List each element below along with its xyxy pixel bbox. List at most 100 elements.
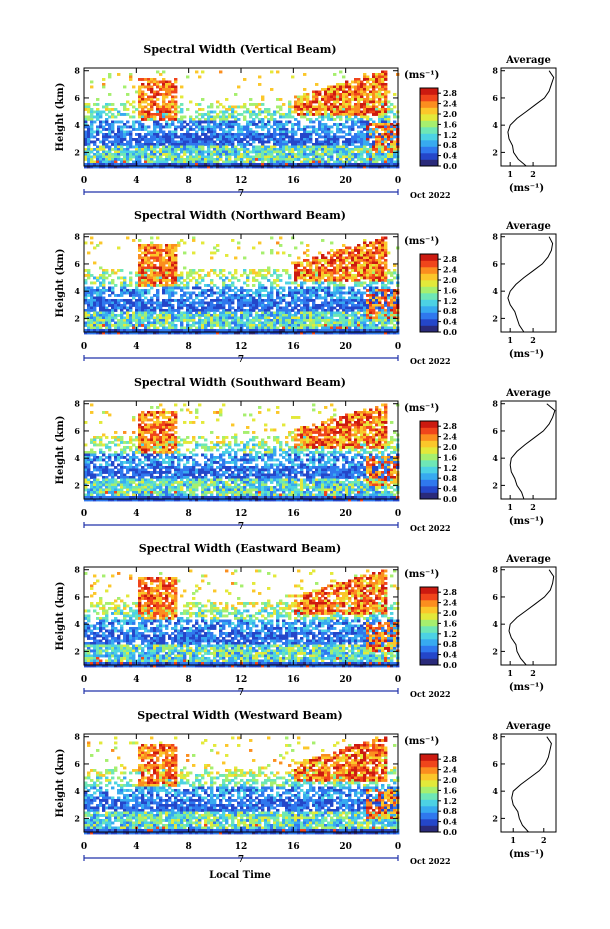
profile-frame [500,733,557,833]
colorbar-tick-label: 2.4 [443,598,457,608]
colorbar-frame [419,87,439,167]
x-tick-label: 4 [133,176,139,186]
colorbar-swatch [420,799,438,807]
y-axis-label: Height (km) [55,416,66,485]
profile-frame [500,400,557,500]
x-tick-label: 20 [339,176,352,186]
x-tick-label: 4 [133,675,139,685]
colorbar-tick-label: 2.8 [443,421,457,431]
colorbar-swatch [420,427,438,435]
colorbar-swatch [420,260,438,268]
colorbar-tick-label: 2.0 [443,608,457,618]
colorbar-swatch [420,645,438,653]
colorbar-swatch [420,153,438,160]
y-axis-label: Height (km) [55,749,66,818]
colorbar-unit: (ms⁻¹) [404,403,439,414]
profile-title: Average [505,388,551,399]
heatmap-cells [84,236,400,335]
profile-x-tick-label: 1 [507,169,513,179]
colorbar-swatch [420,312,438,320]
x-tick-label: 12 [235,509,248,519]
colorbar-swatch [420,626,438,633]
x-tick-label: 20 [339,509,352,519]
profile-x-tick-label: 2 [541,835,547,845]
colorbar-tick-label: 1.6 [443,119,457,129]
y-tick-label: 6 [74,759,80,769]
profile-x-label: (ms⁻¹) [509,183,544,194]
date-marker: 7 [238,189,244,199]
colorbar-swatch [420,133,438,141]
colorbar-tick-label: 0.8 [443,639,457,649]
colorbar-tick-label: 0.8 [443,140,457,150]
y-tick-label: 4 [74,786,80,796]
profile-x-tick-label: 1 [510,835,516,845]
x-tick-label: 16 [287,675,300,685]
chart-title: Spectral Width (Northward Beam) [134,209,346,222]
x-tick-label: 16 [287,176,300,186]
colorbar-tick-label: 0.0 [443,827,457,837]
colorbar-swatch [420,94,438,102]
profile-y-tick-label: 2 [492,147,498,157]
heatmap-cells [84,70,400,169]
y-tick-label: 4 [74,286,80,296]
colorbar-swatch [420,293,438,300]
colorbar-swatch [420,593,438,601]
colorbar-swatch [420,107,438,115]
colorbar-tick-label: 0.0 [443,660,457,670]
x-tick-label: 20 [339,675,352,685]
y-tick-label: 4 [74,120,80,130]
profile-x-tick-label: 1 [507,668,513,678]
colorbar-swatch [420,280,438,287]
y-tick-label: 8 [74,232,80,242]
y-tick-label: 8 [74,732,80,742]
colorbar-tick-label: 1.2 [443,130,457,140]
chart-title: Spectral Width (Eastward Beam) [139,542,341,555]
colorbar-swatch [420,466,438,474]
y-tick-label: 8 [74,565,80,575]
colorbar-tick-label: 2.8 [443,254,457,264]
colorbar-swatch [420,473,438,480]
profile-x-tick-label: 2 [530,668,536,678]
chart-title: Spectral Width (Vertical Beam) [143,43,336,56]
profile-title: Average [505,721,551,732]
x-tick-label: 8 [186,675,192,685]
colorbar-swatch [420,299,438,307]
profile-y-tick-label: 6 [492,259,498,269]
date-label: Oct 2022 [410,356,451,366]
colorbar-tick-label: 0.8 [443,306,457,316]
colorbar-frame [419,253,439,333]
chart-panel-4: Spectral Width (Eastward Beam) 2 4 6 8 Height… [55,542,557,699]
colorbar-swatch [420,254,438,261]
date-label: Oct 2022 [410,856,451,866]
colorbar-tick-label: 1.2 [443,296,457,306]
date-label: Oct 2022 [410,190,451,200]
y-axis-label: Height (km) [55,582,66,651]
colorbar-tick-label: 2.0 [443,442,457,452]
colorbar-swatch [420,767,438,774]
colorbar-swatch [420,773,438,781]
y-tick-label: 4 [74,453,80,463]
colorbar-tick-label: 2.8 [443,88,457,98]
x-tick-label: 16 [287,342,300,352]
chart-panel-1: Spectral Width (Vertical Beam) 2 4 6 8 Height… [55,43,557,200]
x-tick-label: 0 [395,342,401,352]
colorbar-swatch [420,267,438,274]
x-tick-label: 0 [81,342,87,352]
colorbar-tick-label: 2.0 [443,775,457,785]
colorbar-tick-label: 1.6 [443,285,457,295]
profile-y-tick-label: 8 [492,399,498,409]
colorbar-swatch [420,780,438,787]
colorbar-tick-label: 0.4 [443,817,457,827]
chart-panel-2: Spectral Width (Northward Beam) 2 4 6 8 Heigh… [55,209,557,366]
colorbar-unit: (ms⁻¹) [404,569,439,580]
profile-title: Average [505,221,551,232]
colorbar-tick-label: 2.8 [443,754,457,764]
date-marker: 7 [238,522,244,532]
profile-y-tick-label: 2 [492,646,498,656]
x-tick-label: 8 [186,842,192,852]
colorbar-tick-label: 2.0 [443,275,457,285]
colorbar-tick-label: 0.4 [443,151,457,161]
chart-panel-5: Spectral Width (Westward Beam) 2 4 6 8 Height… [55,709,557,866]
x-tick-label: 16 [287,509,300,519]
profile-y-tick-label: 8 [492,565,498,575]
